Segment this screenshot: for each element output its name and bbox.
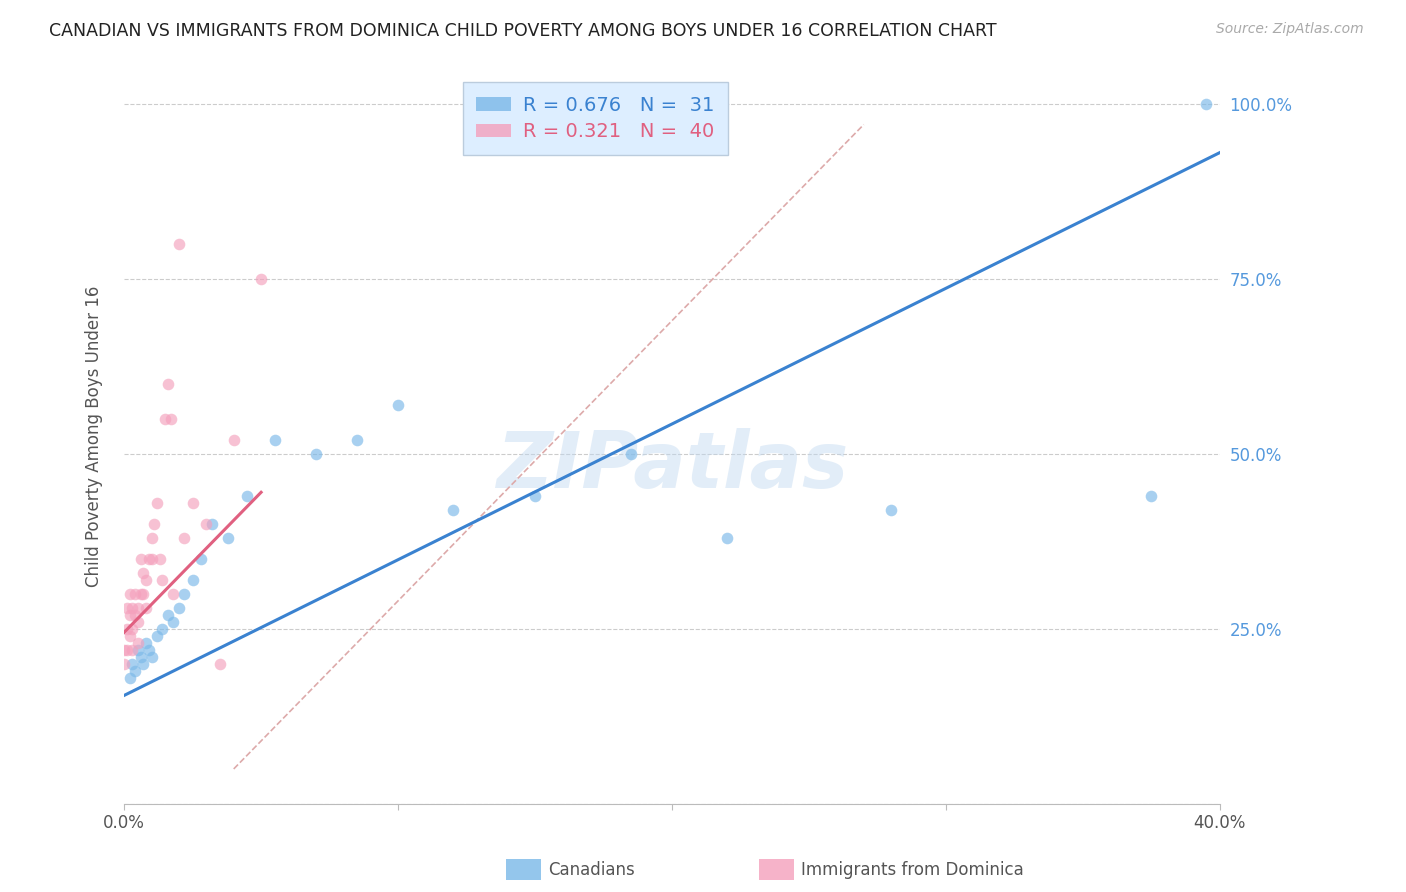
Point <box>124 664 146 678</box>
Point <box>132 657 155 671</box>
Point <box>124 607 146 622</box>
Text: Source: ZipAtlas.com: Source: ZipAtlas.com <box>1216 22 1364 37</box>
Point <box>132 587 155 601</box>
Point <box>716 531 738 545</box>
Point <box>181 573 204 587</box>
Point <box>138 643 160 657</box>
Point <box>156 607 179 622</box>
Point <box>132 566 155 580</box>
Point <box>141 649 163 664</box>
Point <box>118 587 141 601</box>
Point <box>190 551 212 566</box>
Point <box>1140 489 1163 503</box>
Point <box>115 622 138 636</box>
Point <box>217 531 239 545</box>
Point <box>118 671 141 685</box>
Point <box>167 600 190 615</box>
Point <box>121 622 143 636</box>
Legend: R = 0.676   N =  31, R = 0.321   N =  40: R = 0.676 N = 31, R = 0.321 N = 40 <box>463 82 728 155</box>
Point <box>156 376 179 391</box>
Point <box>135 600 157 615</box>
Text: CANADIAN VS IMMIGRANTS FROM DOMINICA CHILD POVERTY AMONG BOYS UNDER 16 CORRELATI: CANADIAN VS IMMIGRANTS FROM DOMINICA CHI… <box>49 22 997 40</box>
Point <box>146 496 169 510</box>
Point <box>250 271 273 285</box>
Point <box>620 447 643 461</box>
Point <box>127 615 149 629</box>
Point <box>141 531 163 545</box>
Point <box>222 433 245 447</box>
Point <box>112 643 135 657</box>
Point <box>1195 96 1218 111</box>
Point <box>155 411 177 425</box>
Point <box>173 531 195 545</box>
Point <box>162 587 184 601</box>
Point <box>524 489 547 503</box>
Y-axis label: Child Poverty Among Boys Under 16: Child Poverty Among Boys Under 16 <box>86 285 103 587</box>
Point <box>138 551 160 566</box>
Point <box>152 622 174 636</box>
Text: ZIPatlas: ZIPatlas <box>496 427 848 504</box>
Point <box>112 657 135 671</box>
Point <box>129 649 152 664</box>
Point <box>387 398 409 412</box>
Point <box>121 643 143 657</box>
Point <box>173 587 195 601</box>
Point <box>149 551 172 566</box>
Point <box>135 573 157 587</box>
Point <box>141 551 163 566</box>
Point <box>124 587 146 601</box>
Point <box>127 636 149 650</box>
Point <box>135 636 157 650</box>
Point <box>152 573 174 587</box>
Point <box>208 657 231 671</box>
Text: Immigrants from Dominica: Immigrants from Dominica <box>801 861 1024 879</box>
Point <box>195 516 218 531</box>
Point <box>181 496 204 510</box>
Point <box>159 411 181 425</box>
Point <box>143 516 166 531</box>
Point <box>118 629 141 643</box>
Point <box>441 503 464 517</box>
Point <box>236 489 259 503</box>
Point <box>121 657 143 671</box>
Point <box>346 433 368 447</box>
Point <box>118 607 141 622</box>
Point <box>167 236 190 251</box>
Point <box>129 587 152 601</box>
Point <box>146 629 169 643</box>
Point <box>305 447 328 461</box>
Point <box>129 551 152 566</box>
Point <box>115 643 138 657</box>
Point <box>201 516 224 531</box>
Point <box>880 503 903 517</box>
Text: Canadians: Canadians <box>548 861 636 879</box>
Point <box>121 600 143 615</box>
Point <box>127 643 149 657</box>
Point <box>115 600 138 615</box>
Point <box>263 433 285 447</box>
Point <box>127 600 149 615</box>
Point <box>162 615 184 629</box>
